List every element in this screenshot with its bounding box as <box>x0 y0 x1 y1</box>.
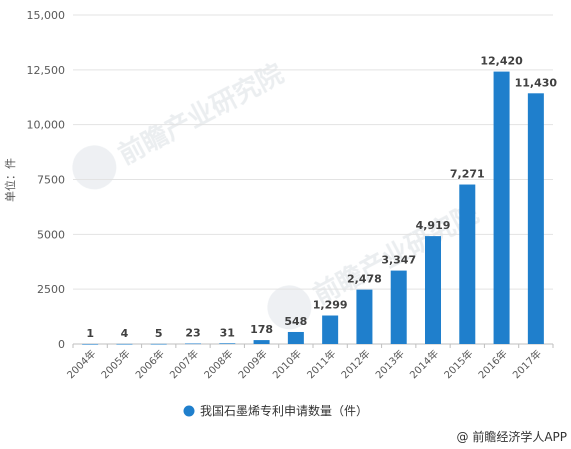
x-tick-label: 2005年 <box>98 347 132 381</box>
watermark-logo-icon <box>72 145 117 190</box>
gridlines <box>73 14 553 290</box>
legend-label: 我国石墨烯专利申请数量（件） <box>200 403 368 418</box>
data-label: 3,347 <box>381 254 416 267</box>
data-label: 31 <box>220 326 235 339</box>
x-tick-label: 2013年 <box>373 347 407 381</box>
data-label: 1,299 <box>313 299 348 312</box>
data-label: 11,430 <box>515 76 558 89</box>
bar <box>493 71 510 344</box>
watermark-logo-icon <box>267 285 312 330</box>
source-credit: @ 前瞻经济学人APP <box>457 429 568 444</box>
x-tick-label: 2010年 <box>270 347 304 381</box>
bar <box>425 236 441 344</box>
bar <box>150 343 167 345</box>
bar <box>185 343 201 345</box>
x-tick-label: 2008年 <box>201 347 235 381</box>
bar <box>322 315 339 344</box>
watermark-layer: 前瞻产业研究院 前瞻产业研究院 <box>72 58 484 330</box>
bar <box>287 331 304 344</box>
legend-marker-icon <box>183 405 195 417</box>
bar <box>527 93 544 344</box>
y-tick-label: 0 <box>58 338 65 351</box>
y-tick-label: 10,000 <box>27 119 66 132</box>
x-tick-label: 2014年 <box>407 347 441 381</box>
x-tick-label: 2016年 <box>475 347 509 381</box>
x-tick-label: 2004年 <box>64 347 98 381</box>
bar <box>116 343 133 345</box>
y-axis-ticks: 0 2500 5000 7500 10,000 12,500 15,000 <box>27 9 66 351</box>
y-tick-label: 12,500 <box>27 64 66 77</box>
bar <box>253 340 270 344</box>
bar <box>219 343 236 344</box>
data-label: 4 <box>121 327 129 340</box>
bar-series <box>82 71 544 345</box>
x-tick-label: 2009年 <box>235 347 269 381</box>
data-label: 12,420 <box>480 55 523 68</box>
legend: 我国石墨烯专利申请数量（件） <box>183 403 368 418</box>
x-tick-label: 2015年 <box>441 347 475 381</box>
bar <box>390 270 407 344</box>
x-tick-label: 2017年 <box>510 347 544 381</box>
x-tick-label: 2011年 <box>304 347 338 381</box>
data-label: 178 <box>250 323 273 336</box>
watermark-text: 前瞻产业研究院 <box>113 58 288 171</box>
bar <box>356 289 373 344</box>
data-label: 2,478 <box>347 273 382 286</box>
data-label: 1 <box>86 327 94 340</box>
bar <box>459 184 476 344</box>
data-label: 23 <box>185 326 200 339</box>
bar <box>82 343 99 345</box>
x-tick-label: 2007年 <box>167 347 201 381</box>
y-tick-label: 15,000 <box>27 9 66 22</box>
y-tick-label: 2500 <box>37 283 65 296</box>
y-tick-label: 7500 <box>37 174 65 187</box>
y-axis-title: 单位：件 <box>3 158 17 202</box>
x-tick-label: 2006年 <box>133 347 167 381</box>
data-label: 7,271 <box>450 168 485 181</box>
data-label: 4,919 <box>416 219 451 232</box>
y-tick-label: 5000 <box>37 228 65 241</box>
data-labels: 1 4 5 23 31 178 548 1,299 2,478 3,347 4,919 7,271 12… <box>86 55 557 340</box>
data-label: 548 <box>284 315 307 328</box>
x-tick-label: 2012年 <box>338 347 372 381</box>
x-axis-ticks: 2004年 2005年 2006年 2007年 2008年 2009年 2010年 2011年… <box>64 344 554 381</box>
data-label: 5 <box>155 327 163 340</box>
